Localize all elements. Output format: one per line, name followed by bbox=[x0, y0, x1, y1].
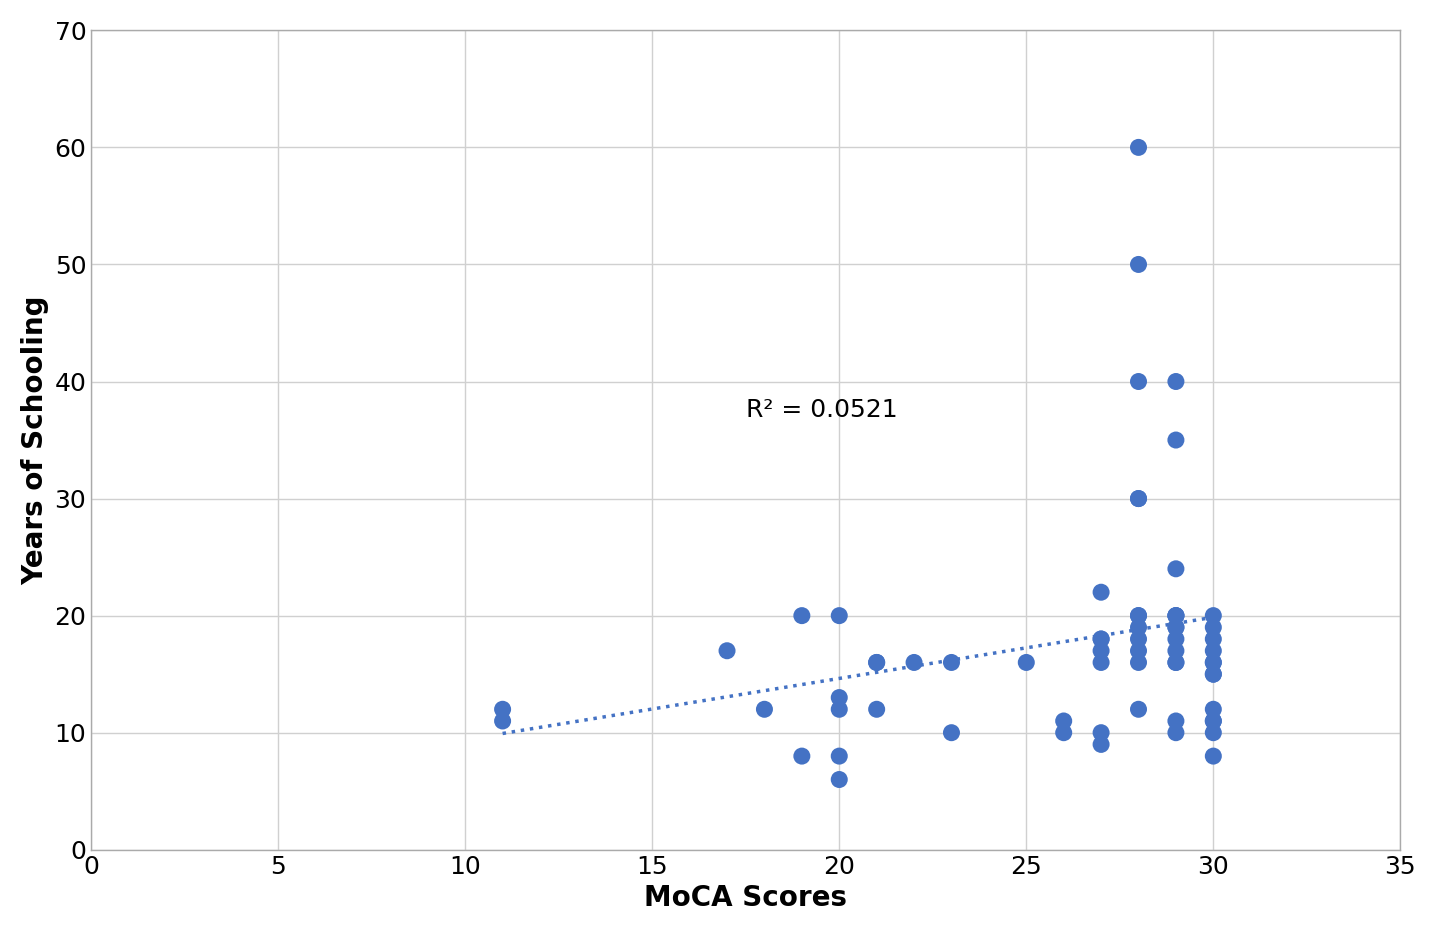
Point bbox=[1127, 491, 1150, 506]
Point bbox=[1164, 714, 1187, 729]
Point bbox=[828, 772, 851, 787]
Point bbox=[491, 714, 514, 729]
Point bbox=[1164, 620, 1187, 634]
Point bbox=[1201, 667, 1224, 682]
Point bbox=[1127, 140, 1150, 155]
Point bbox=[1201, 620, 1224, 634]
Point bbox=[716, 643, 739, 658]
Point bbox=[1089, 643, 1112, 658]
Point bbox=[1164, 374, 1187, 389]
Point bbox=[1127, 608, 1150, 623]
Point bbox=[1201, 632, 1224, 647]
Point bbox=[865, 655, 888, 670]
Point bbox=[1201, 725, 1224, 740]
Y-axis label: Years of Schooling: Years of Schooling bbox=[20, 295, 49, 585]
Point bbox=[1201, 655, 1224, 670]
Point bbox=[1089, 725, 1112, 740]
Point bbox=[790, 608, 813, 623]
Point bbox=[1164, 632, 1187, 647]
Point bbox=[828, 608, 851, 623]
Point bbox=[902, 655, 925, 670]
Point bbox=[940, 655, 963, 670]
Point bbox=[1164, 655, 1187, 670]
Point bbox=[828, 690, 851, 705]
Point bbox=[1089, 737, 1112, 752]
Point bbox=[1127, 374, 1150, 389]
Point bbox=[491, 702, 514, 717]
Text: R² = 0.0521: R² = 0.0521 bbox=[746, 397, 897, 422]
Point bbox=[865, 702, 888, 717]
Point bbox=[1201, 667, 1224, 682]
Point bbox=[1164, 608, 1187, 623]
Point bbox=[1127, 608, 1150, 623]
Point bbox=[753, 702, 776, 717]
Point bbox=[828, 702, 851, 717]
Point bbox=[1089, 632, 1112, 647]
Point bbox=[1127, 643, 1150, 658]
Point bbox=[1127, 655, 1150, 670]
Point bbox=[1015, 655, 1038, 670]
Point bbox=[1052, 714, 1075, 729]
Point bbox=[1164, 608, 1187, 623]
Point bbox=[940, 725, 963, 740]
Point bbox=[1201, 714, 1224, 729]
Point bbox=[1089, 655, 1112, 670]
Point bbox=[1164, 608, 1187, 623]
Point bbox=[828, 748, 851, 763]
Point bbox=[1164, 433, 1187, 448]
Point bbox=[1127, 491, 1150, 506]
Point bbox=[1201, 608, 1224, 623]
Point bbox=[1201, 702, 1224, 717]
Point bbox=[1164, 620, 1187, 634]
Point bbox=[1127, 702, 1150, 717]
Point bbox=[1127, 257, 1150, 272]
Point bbox=[865, 655, 888, 670]
Point bbox=[1164, 643, 1187, 658]
Point bbox=[1164, 562, 1187, 577]
Point bbox=[1164, 725, 1187, 740]
Point bbox=[1201, 643, 1224, 658]
Point bbox=[1164, 655, 1187, 670]
Point bbox=[1201, 655, 1224, 670]
Point bbox=[1089, 632, 1112, 647]
Point bbox=[1201, 748, 1224, 763]
Point bbox=[1052, 725, 1075, 740]
Point bbox=[1127, 632, 1150, 647]
Point bbox=[1201, 714, 1224, 729]
X-axis label: MoCA Scores: MoCA Scores bbox=[644, 884, 848, 912]
Point bbox=[1089, 585, 1112, 600]
Point bbox=[790, 748, 813, 763]
Point bbox=[1127, 620, 1150, 634]
